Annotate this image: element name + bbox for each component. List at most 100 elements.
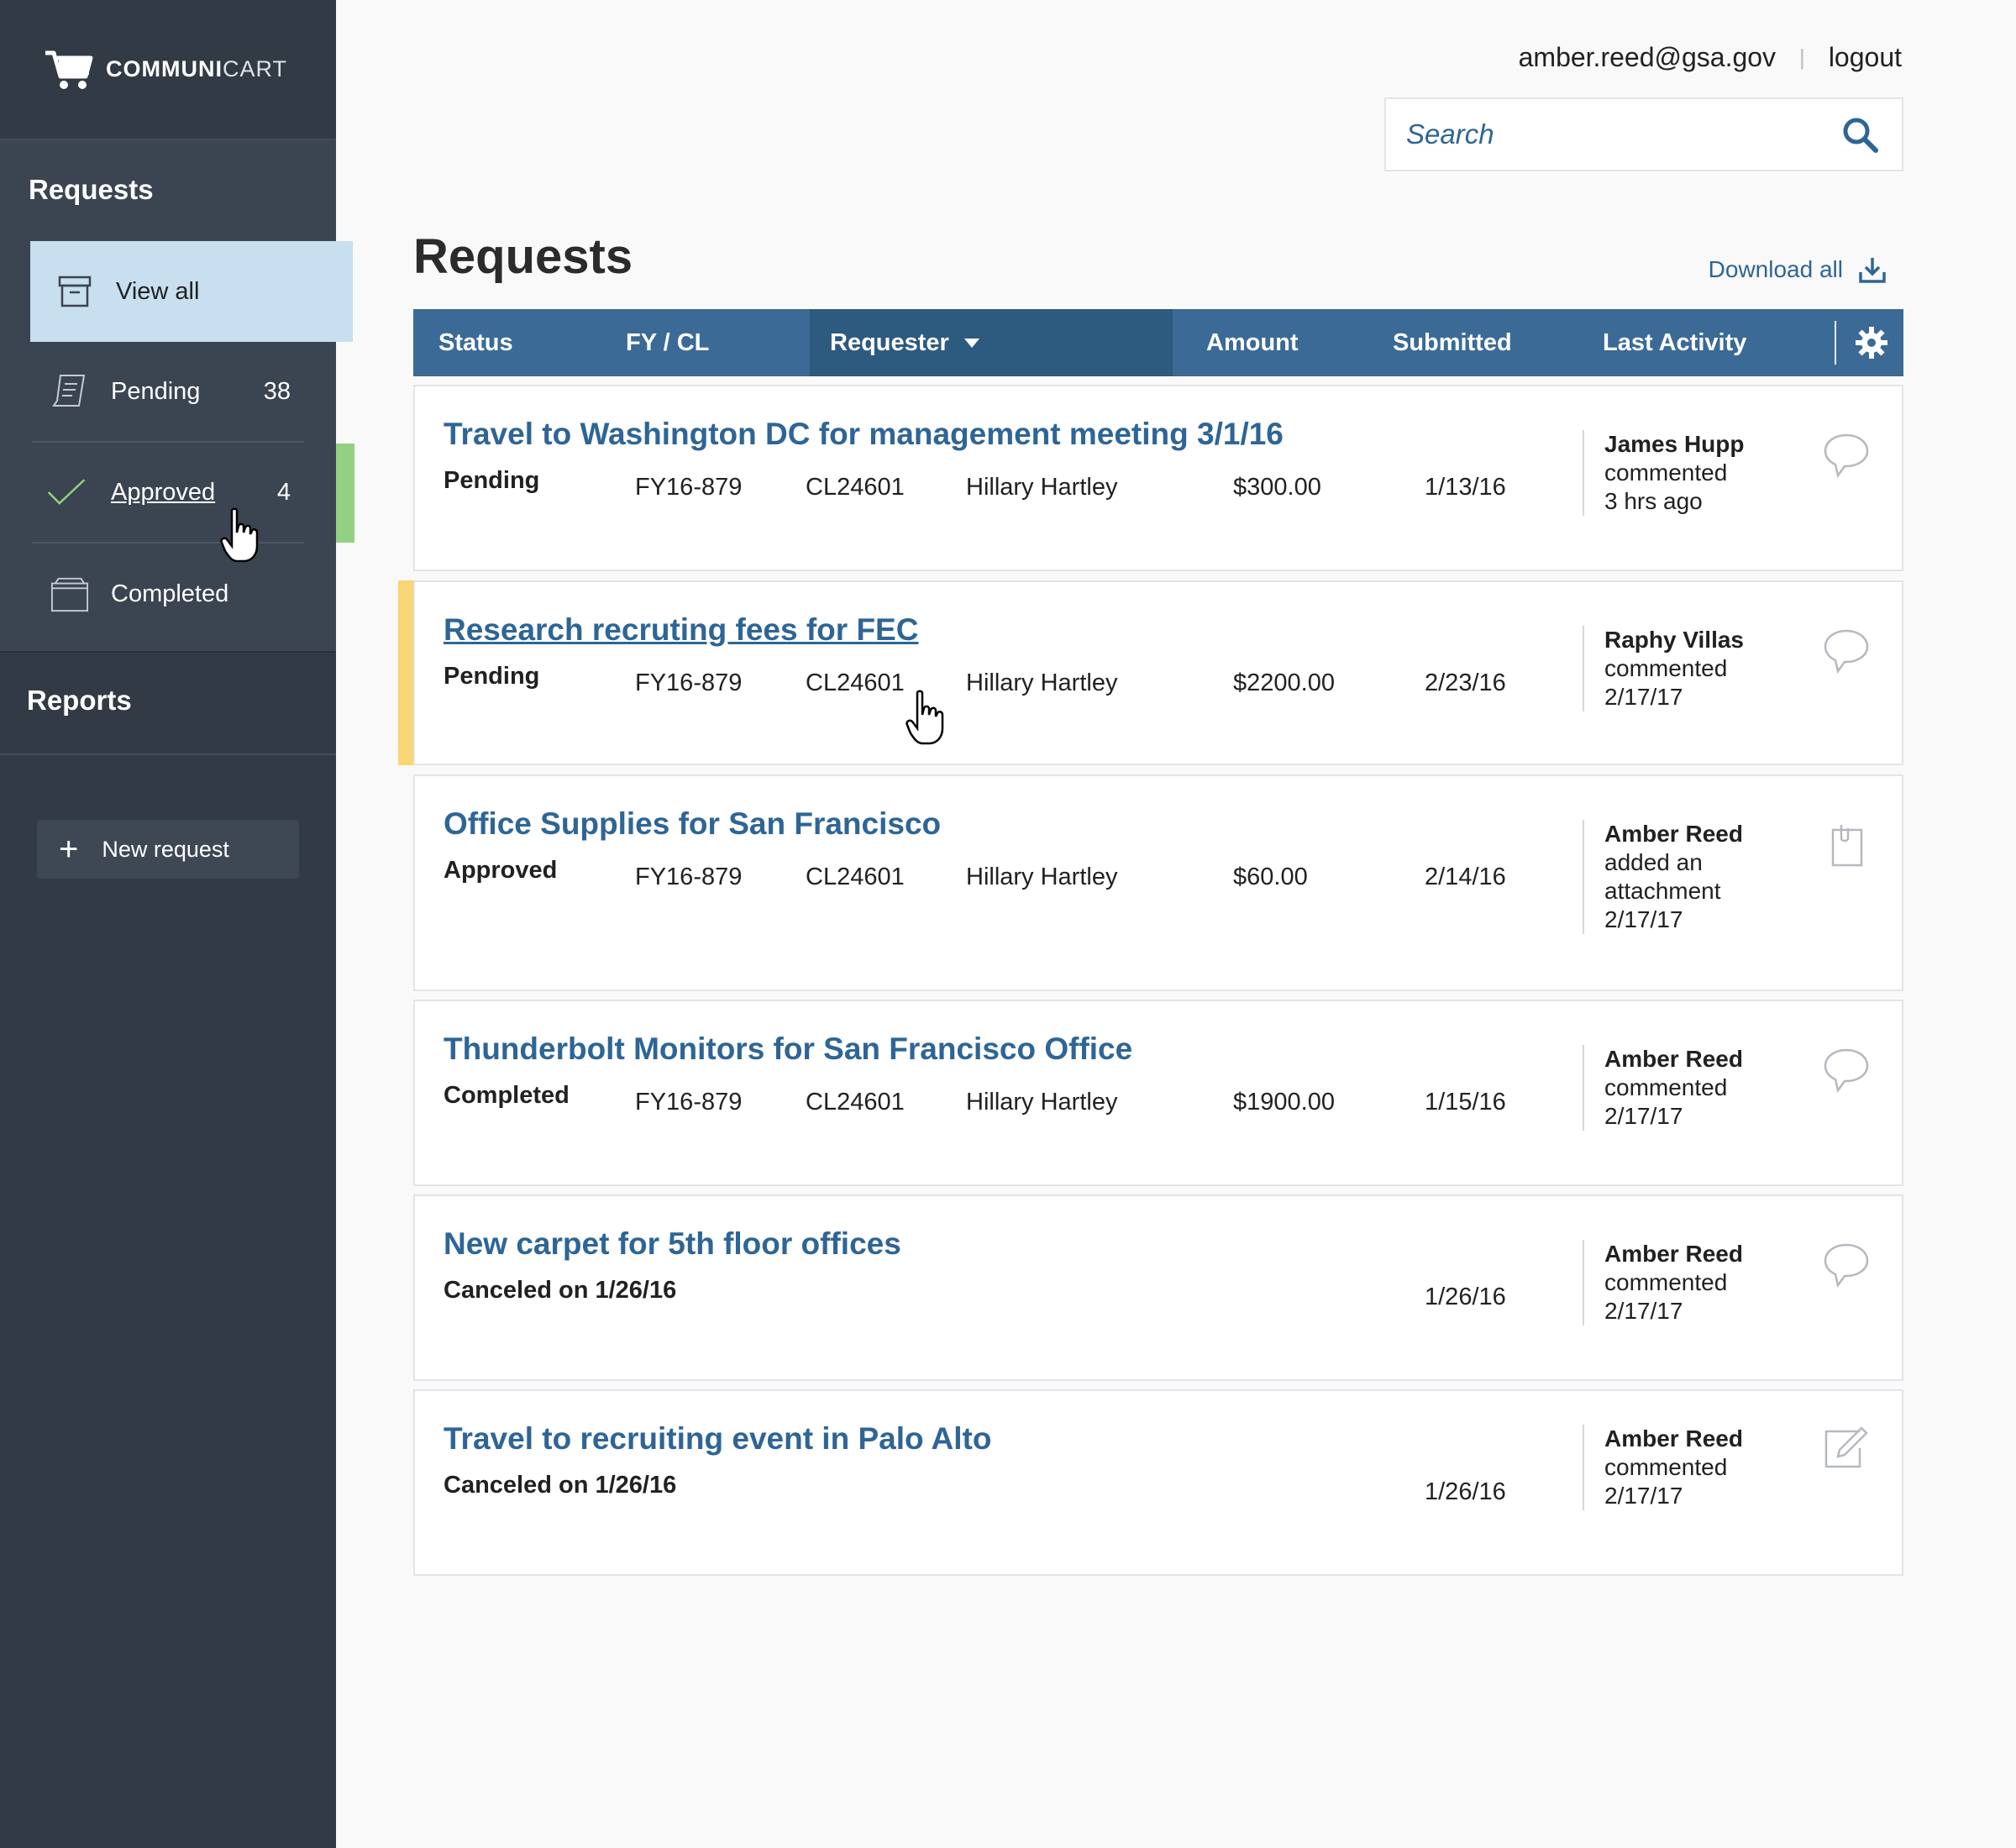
new-request-label: New request (102, 836, 229, 862)
request-cl: CL24601 (806, 474, 905, 501)
table-row[interactable]: Travel to Washington DC for management m… (413, 385, 1903, 571)
comment-icon[interactable] (1823, 1242, 1870, 1289)
gear-icon[interactable] (1855, 326, 1888, 360)
sort-caret-icon (963, 338, 979, 348)
comment-icon[interactable] (1823, 1047, 1870, 1094)
activity-action: commented (1604, 1074, 1728, 1100)
archive-box-icon (55, 272, 94, 311)
request-requester: Hillary Hartley (966, 1089, 1118, 1116)
sidebar-item-completed[interactable]: Completed (32, 543, 304, 644)
table-row[interactable]: New carpet for 5th floor offices Cancele… (413, 1194, 1903, 1381)
activity-action: commented (1604, 459, 1728, 486)
sidebar-item-view-all[interactable]: View all (30, 241, 353, 342)
last-activity: Raphy Villas commented 2/17/17 (1583, 626, 1744, 711)
column-label: Requester (830, 328, 949, 356)
activity-action-cont: attachment (1604, 878, 1721, 904)
activity-action: added an (1604, 849, 1703, 875)
request-amount: $1900.00 (1233, 1089, 1335, 1116)
request-status: Completed (444, 1082, 570, 1109)
request-requester: Hillary Hartley (966, 669, 1118, 696)
page-title: Requests (413, 229, 633, 284)
request-status: Canceled on 1/26/16 (444, 1277, 677, 1304)
request-cl: CL24601 (806, 864, 905, 890)
comment-icon[interactable] (1823, 432, 1870, 479)
request-submitted: 2/14/16 (1425, 864, 1506, 890)
requests-heading: Requests (29, 174, 154, 205)
search-box (1384, 97, 1903, 171)
request-amount: $60.00 (1233, 864, 1308, 890)
last-activity: James Hupp commented 3 hrs ago (1583, 430, 1745, 516)
activity-action: commented (1604, 1454, 1728, 1480)
pending-count: 38 (263, 377, 291, 405)
checkmark-icon (47, 473, 86, 512)
sidebar-item-reports[interactable]: Reports (0, 653, 336, 755)
request-submitted: 2/23/16 (1425, 669, 1506, 696)
download-all-link[interactable]: Download all (1709, 255, 1887, 284)
search-icon[interactable] (1841, 116, 1878, 153)
request-title-link[interactable]: New carpet for 5th floor offices (444, 1226, 901, 1261)
comment-icon[interactable] (1823, 627, 1870, 675)
table-row[interactable]: Thunderbolt Monitors for San Francisco O… (413, 1000, 1903, 1186)
search-input[interactable] (1386, 118, 1841, 150)
user-bar: amber.reed@gsa.gov | logout (1519, 42, 1902, 73)
hand-cursor-icon (906, 690, 944, 745)
request-title-link[interactable]: Thunderbolt Monitors for San Francisco O… (444, 1032, 1133, 1066)
header-divider (1835, 321, 1836, 365)
request-status: Canceled on 1/26/16 (444, 1472, 677, 1499)
table-row[interactable]: Travel to recruiting event in Palo Alto … (413, 1389, 1903, 1576)
column-last-activity[interactable]: Last Activity (1603, 328, 1747, 356)
activity-time: 2/17/17 (1604, 1103, 1683, 1129)
requests-nav: Requests View all Pending 38 Approved 4 (0, 140, 353, 653)
folder-box-icon (50, 575, 89, 613)
activity-time: 3 hrs ago (1604, 488, 1703, 514)
activity-time: 2/17/17 (1604, 684, 1683, 710)
activity-user: Amber Reed (1604, 1046, 1743, 1072)
request-requester: Hillary Hartley (966, 864, 1118, 890)
request-cl: CL24601 (806, 1089, 905, 1116)
column-status[interactable]: Status (438, 328, 513, 356)
new-request-button[interactable]: + New request (37, 820, 299, 879)
table-header: Status FY / CL Requester Amount Submitte… (413, 309, 1903, 376)
sidebar-item-label: Pending (111, 377, 201, 405)
request-submitted: 1/13/16 (1425, 474, 1506, 501)
request-title-link[interactable]: Travel to recruiting event in Palo Alto (444, 1421, 992, 1456)
user-email[interactable]: amber.reed@gsa.gov (1518, 42, 1777, 72)
column-amount[interactable]: Amount (1206, 328, 1299, 356)
brand-logo[interactable]: COMMUNICART (0, 0, 336, 140)
logout-link[interactable]: logout (1828, 42, 1902, 72)
request-title-link[interactable]: Research recruting fees for FEC (444, 612, 919, 647)
sidebar-item-label: View all (116, 277, 200, 305)
sidebar-item-pending[interactable]: Pending 38 (32, 342, 304, 443)
request-title-link[interactable]: Office Supplies for San Francisco (444, 806, 942, 841)
activity-user: Amber Reed (1604, 1425, 1743, 1452)
request-fy: FY16-879 (635, 669, 743, 696)
last-activity: Amber Reed added an attachment 2/17/17 (1583, 820, 1743, 934)
divider: | (1799, 45, 1805, 70)
last-activity: Amber Reed commented 2/17/17 (1583, 1425, 1743, 1510)
activity-action: commented (1604, 655, 1728, 681)
request-amount: $2200.00 (1233, 669, 1335, 696)
sidebar: COMMUNICART Requests View all Pending 38… (0, 0, 353, 1848)
request-status: Pending (444, 663, 540, 690)
column-requester[interactable]: Requester (810, 309, 1173, 376)
request-status: Pending (444, 467, 540, 494)
activity-time: 2/17/17 (1604, 1298, 1683, 1324)
table-row[interactable]: Research recruting fees for FEC Pending … (398, 580, 1903, 765)
activity-user: Amber Reed (1604, 821, 1743, 847)
approved-indicator (336, 444, 354, 543)
request-status: Approved (444, 857, 558, 884)
attachment-icon[interactable] (1823, 822, 1870, 869)
activity-time: 2/17/17 (1604, 1483, 1683, 1509)
sidebar-item-label: Completed (111, 580, 229, 607)
column-fy-cl[interactable]: FY / CL (626, 328, 710, 356)
activity-action: commented (1604, 1269, 1728, 1295)
activity-user: Raphy Villas (1604, 627, 1745, 653)
request-title-link[interactable]: Travel to Washington DC for management m… (444, 417, 1284, 451)
approved-count: 4 (276, 478, 291, 506)
edit-icon[interactable] (1823, 1423, 1870, 1470)
column-submitted[interactable]: Submitted (1393, 328, 1512, 356)
download-all-label: Download all (1708, 256, 1843, 282)
sidebar-item-approved[interactable]: Approved 4 (32, 443, 304, 543)
request-submitted: 1/26/16 (1425, 1478, 1506, 1505)
table-row[interactable]: Office Supplies for San Francisco Approv… (413, 774, 1903, 991)
